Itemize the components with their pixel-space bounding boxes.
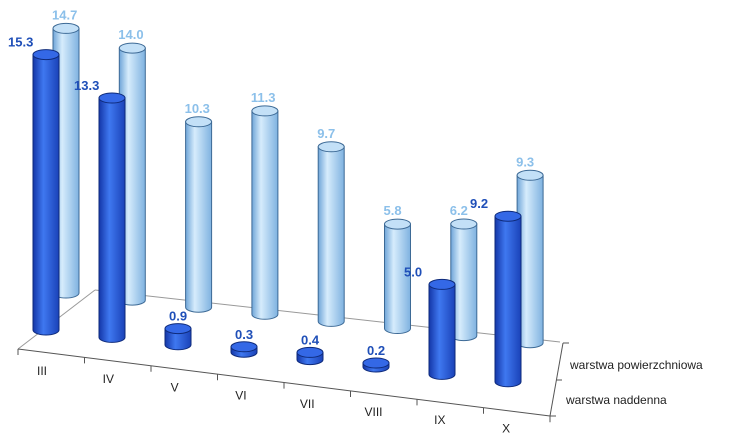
data-labels: 14.7 14.0 10.3 11.3 9.7 5.8 6.2 9.3 15.3 13.3 0.9 0…: [8, 7, 534, 358]
bar-bottom-VII: [296, 346, 324, 366]
x-tick-label-VIII: VIII: [364, 405, 382, 419]
data-label-bottom-X: 9.2: [470, 196, 488, 211]
data-label-bottom-IX: 5.0: [404, 264, 422, 279]
bar-bottom-IX: [428, 278, 456, 380]
bar-bottom-VI: [230, 341, 258, 358]
data-label-surface-VIII: 5.8: [384, 203, 402, 218]
category-axis: III IV V VI VII VIII IX X: [37, 364, 510, 435]
bar-surface-X: [516, 169, 544, 349]
bar-bottom-VIII: [362, 357, 390, 373]
x-tick-label-III: III: [37, 364, 47, 378]
bar-bottom-V: [164, 323, 192, 351]
x-tick-label-V: V: [171, 380, 179, 394]
data-label-surface-V: 10.3: [185, 101, 210, 116]
series-back-bars: [52, 22, 544, 349]
bar-surface-VI: [251, 105, 279, 320]
data-label-surface-VI: 11.3: [251, 90, 276, 105]
data-label-bottom-V: 0.9: [169, 309, 187, 324]
x-axis-line: [17, 348, 551, 417]
data-label-bottom-VIII: 0.2: [367, 343, 385, 358]
data-label-surface-IX: 6.2: [450, 203, 468, 218]
data-label-surface-IV: 14.0: [118, 27, 143, 42]
x-tick-label-IV: IV: [103, 372, 114, 386]
x-tick-label-VII: VII: [300, 397, 315, 411]
data-label-surface-III: 14.7: [52, 7, 77, 22]
data-label-surface-X: 9.3: [516, 154, 534, 169]
bar-surface-VII: [317, 141, 345, 327]
x-tick-label-X: X: [502, 421, 510, 435]
x-tick-label-VI: VI: [235, 389, 246, 403]
data-label-bottom-III: 15.3: [8, 35, 33, 50]
series-label-bottom: warstwa naddenna: [565, 393, 667, 407]
data-label-bottom-VII: 0.4: [301, 332, 320, 347]
x-tick-label-IX: IX: [434, 413, 445, 427]
bar-surface-VIII: [384, 218, 411, 334]
data-label-surface-VII: 9.7: [317, 126, 335, 141]
bar-surface-V: [185, 116, 213, 313]
bar-bottom-IV: [98, 92, 126, 343]
bar-bottom-III: [32, 49, 60, 336]
data-label-bottom-IV: 13.3: [74, 78, 99, 93]
data-label-bottom-VI: 0.3: [235, 327, 253, 342]
series-label-surface: warstwa powierzchniowa: [569, 358, 703, 372]
series-front-bars: [32, 49, 522, 388]
bar-bottom-X: [494, 210, 522, 388]
